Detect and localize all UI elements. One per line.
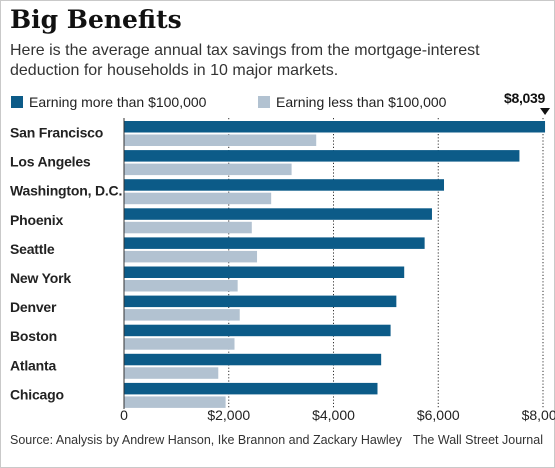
bar-high-income <box>124 208 432 220</box>
category-label: Boston <box>10 328 57 344</box>
annotation-pointer-icon <box>540 108 551 115</box>
legend-label-high: Earning more than $100,000 <box>29 94 207 110</box>
bar-low-income <box>124 396 226 408</box>
category-label: Denver <box>10 299 57 315</box>
bar-low-income <box>124 134 317 146</box>
chart-title: Big Benefits <box>10 5 182 34</box>
bar-high-income <box>124 353 382 366</box>
bar-low-income <box>124 250 258 263</box>
bar-low-income <box>124 163 292 176</box>
chart-subtitle: Here is the average annual tax savings f… <box>10 42 480 79</box>
bar-low-income <box>124 367 219 379</box>
source-note: Source: Analysis by Andrew Hanson, Ike B… <box>10 433 402 447</box>
bar-low-income <box>124 280 238 292</box>
max-value-annotation: $8,039 <box>504 90 546 106</box>
x-tick-label: $2,000 <box>207 407 250 423</box>
bar-high-income <box>124 150 520 162</box>
x-tick-label: $4,000 <box>312 407 355 423</box>
category-label: Chicago <box>10 386 64 402</box>
x-tick-label: 0 <box>120 407 128 423</box>
bar-high-income <box>124 324 391 337</box>
bar-low-income <box>124 338 235 350</box>
x-tick-label: $6,000 <box>417 407 460 423</box>
category-label: Washington, D.C. <box>10 183 122 199</box>
legend-swatch-high <box>11 96 23 108</box>
category-label: San Francisco <box>10 125 103 141</box>
bar-low-income <box>124 221 252 234</box>
x-tick-label: $8,000 <box>522 407 555 423</box>
bar-high-income <box>124 121 546 133</box>
legend-label-low: Earning less than $100,000 <box>276 94 447 110</box>
bar-high-income <box>124 382 378 395</box>
category-label: Los Angeles <box>10 154 91 170</box>
publisher-credit: The Wall Street Journal <box>412 433 543 447</box>
category-label: Seattle <box>10 241 55 257</box>
legend-swatch-low <box>258 96 270 108</box>
bar-high-income <box>124 266 405 278</box>
bar-high-income <box>124 179 445 191</box>
bar-high-income <box>124 295 397 308</box>
category-label: Atlanta <box>10 357 56 373</box>
bar-low-income <box>124 192 272 205</box>
category-label: New York <box>10 270 71 286</box>
bar-low-income <box>124 309 240 321</box>
bar-high-income <box>124 237 425 249</box>
category-label: Phoenix <box>10 212 63 228</box>
